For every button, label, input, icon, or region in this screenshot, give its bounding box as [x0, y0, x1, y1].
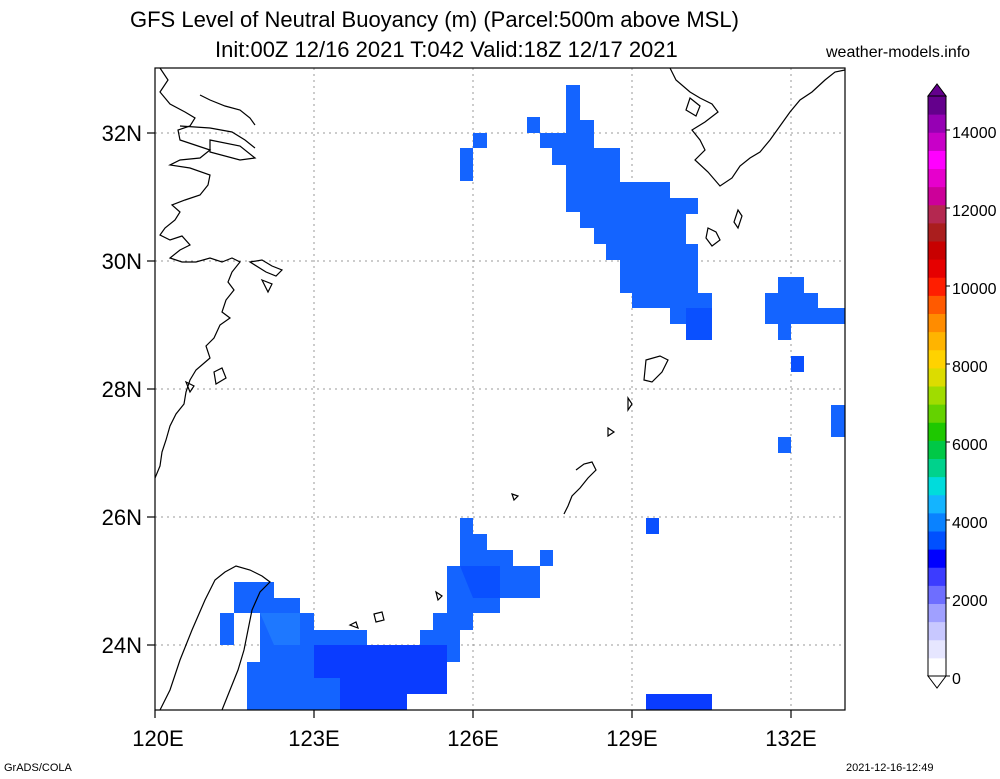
footer-right-timestamp: 2021-12-16-12:49: [846, 762, 934, 774]
colorbar-label: 14000: [952, 125, 997, 142]
colorbar-segment: [928, 386, 946, 405]
colorbar-segment: [928, 512, 946, 532]
lon-label: 129E: [606, 726, 657, 751]
lat-label: 24N: [102, 633, 142, 658]
colorbar-segment: [928, 204, 946, 224]
colorbar-segment: [928, 621, 946, 641]
colorbar-segment: [928, 549, 946, 568]
colorbar-min-arrow: [927, 675, 947, 689]
colorbar-max-arrow: [927, 83, 947, 97]
title-line-2: Init:00Z 12/16 2021 T:042 Valid:18Z 12/1…: [215, 37, 678, 62]
lon-label: 132E: [765, 726, 816, 751]
coastlines: [155, 68, 845, 710]
title-line-1: GFS Level of Neutral Buoyancy (m) (Parce…: [130, 7, 739, 32]
colorbar-label: 10000: [952, 281, 997, 298]
colorbar-segment: [928, 476, 946, 496]
colorbar-segment: [928, 404, 946, 423]
colorbar-segment: [928, 96, 946, 115]
colorbar-label: 0: [952, 671, 961, 688]
lon-label: 123E: [288, 726, 339, 751]
footer-left-label: GrADS/COLA: [4, 762, 72, 774]
colorbar-label: 2000: [952, 593, 988, 610]
lon-label: 126E: [447, 726, 498, 751]
colorbar-segment: [928, 222, 946, 242]
buoyancy-field: [220, 85, 845, 710]
colorbar-segment: [928, 259, 946, 278]
lat-label: 28N: [102, 377, 142, 402]
colorbar-segment: [928, 531, 946, 550]
colorbar-segment: [928, 657, 946, 677]
colorbar-segment: [928, 367, 946, 387]
lat-label: 32N: [102, 121, 142, 146]
colorbar-label: 8000: [952, 359, 988, 376]
colorbar-segment: [928, 186, 946, 206]
colorbar: [927, 83, 950, 689]
colorbar-segment: [928, 295, 946, 314]
colorbar-segment: [928, 349, 946, 369]
colorbar-segment: [928, 150, 946, 169]
colorbar-segment: [928, 277, 946, 296]
colorbar-label: 6000: [952, 437, 988, 454]
lat-label: 26N: [102, 505, 142, 530]
colorbar-segment: [928, 132, 946, 151]
colorbar-segment: [928, 241, 946, 260]
colorbar-segment: [928, 639, 946, 659]
colorbar-segment: [928, 422, 946, 441]
colorbar-label: 12000: [952, 203, 997, 220]
colorbar-label: 4000: [952, 515, 988, 532]
site-label: weather-models.info: [826, 44, 971, 61]
colorbar-segment: [928, 494, 946, 514]
colorbar-segment: [928, 603, 946, 623]
colorbar-segment: [928, 585, 946, 604]
colorbar-segment: [928, 313, 946, 333]
colorbar-segment: [928, 458, 946, 478]
colorbar-segment: [928, 114, 946, 133]
axis-ticks: [147, 132, 792, 718]
lat-label: 30N: [102, 249, 142, 274]
lon-label: 120E: [132, 726, 183, 751]
colorbar-segment: [928, 567, 946, 586]
colorbar-segment: [928, 331, 946, 351]
colorbar-segment: [928, 440, 946, 459]
colorbar-segment: [928, 168, 946, 188]
